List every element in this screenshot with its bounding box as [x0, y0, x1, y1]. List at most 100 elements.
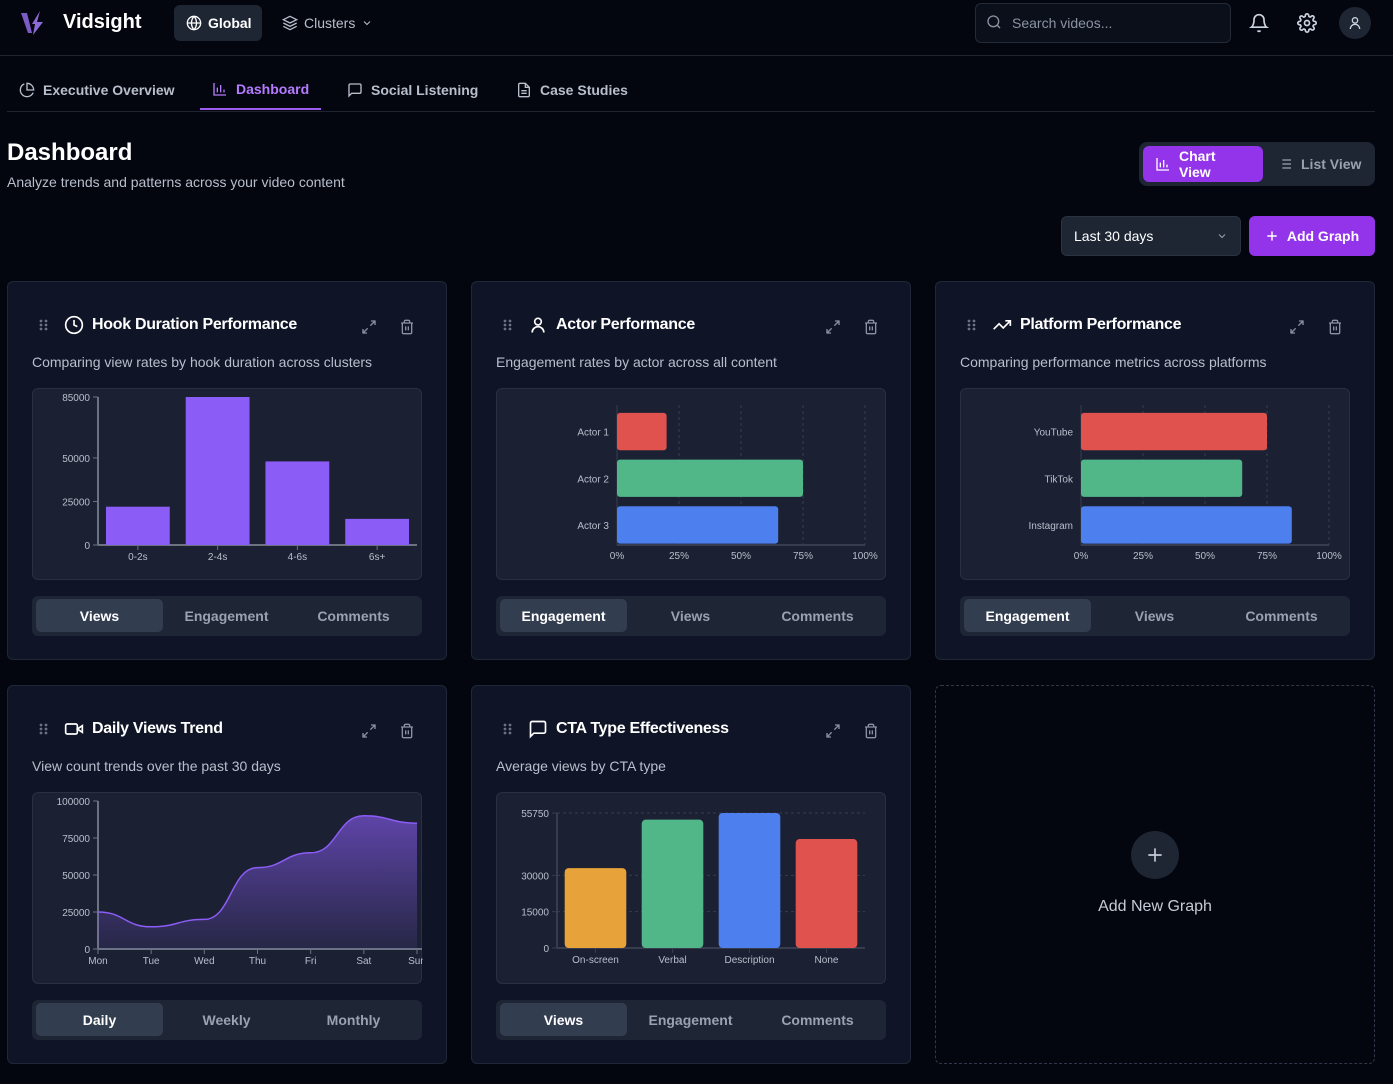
y-tick-label: 0	[543, 944, 549, 955]
x-tick-label: 25%	[669, 551, 689, 562]
metric-tab[interactable]: Engagement	[184, 607, 269, 624]
expand-icon[interactable]	[825, 723, 841, 739]
y-tick-label: Actor 1	[577, 428, 609, 439]
tab-label: Dashboard	[236, 81, 310, 97]
tab-dashboard[interactable]: Dashboard	[200, 70, 322, 110]
metric-tab[interactable]: Engagement	[648, 1011, 733, 1028]
message-square-icon	[348, 83, 362, 98]
metric-tab[interactable]: Comments	[317, 607, 390, 624]
card-description: Engagement rates by actor across all con…	[496, 354, 777, 370]
trash-icon[interactable]	[1327, 319, 1343, 335]
x-tick-label: Verbal	[658, 955, 686, 966]
metric-tab[interactable]: Monthly	[326, 1011, 381, 1028]
metric-tab[interactable]: Weekly	[202, 1011, 251, 1028]
bar	[105, 506, 170, 545]
x-tick-label: None	[815, 955, 839, 966]
metric-tab[interactable]: Views	[670, 607, 711, 624]
chevron-down-icon	[1218, 234, 1226, 239]
metric-tab[interactable]: Views	[1134, 607, 1175, 624]
user-avatar-button[interactable]	[1339, 7, 1371, 39]
chart-view-button[interactable]: Chart View	[1143, 146, 1263, 182]
drag-handle-icon[interactable]	[502, 318, 514, 332]
chart-area: 0% 25% 50% 75% 100% Actor 1 Actor 2 Actor 3	[496, 388, 886, 580]
metric-tab[interactable]: Daily	[36, 1003, 163, 1036]
graph-card: Hook Duration Performance Comparing view…	[7, 281, 447, 660]
message-square-icon	[529, 720, 547, 739]
global-scope-button[interactable]: Global	[174, 5, 262, 41]
bar	[617, 412, 667, 451]
metric-tab[interactable]: Engagement	[964, 599, 1091, 632]
date-range-value: Last 30 days	[1074, 228, 1154, 244]
x-tick-label: 4-6s	[288, 552, 307, 563]
metric-tab[interactable]: Comments	[781, 607, 854, 624]
page-title: Dashboard	[7, 139, 133, 166]
y-tick-label: 25000	[62, 908, 90, 919]
list-view-button[interactable]: List View	[1265, 146, 1373, 182]
x-tick-label: Wed	[194, 956, 214, 967]
x-tick-label: 100%	[852, 551, 878, 562]
bar	[718, 813, 781, 948]
y-tick-label: 50000	[62, 871, 90, 882]
trending-up-icon	[993, 320, 1012, 330]
x-tick-label: Sun	[408, 956, 423, 967]
x-tick-label: Tue	[143, 956, 160, 967]
x-tick-label: Thu	[249, 956, 266, 967]
y-tick-label: 50000	[62, 454, 90, 465]
drag-handle-icon[interactable]	[502, 722, 514, 736]
notifications-button[interactable]	[1247, 11, 1271, 35]
settings-button[interactable]	[1295, 11, 1319, 35]
add-graph-button[interactable]: Add Graph	[1249, 216, 1375, 256]
chart-svg: 0 15000 30000 55750 On-screen Verbal Descripti…	[521, 809, 865, 966]
x-tick-label: 75%	[1257, 551, 1277, 562]
add-new-graph-card[interactable]: Add New Graph	[935, 685, 1375, 1064]
metric-tab[interactable]: Comments	[781, 1011, 854, 1028]
metric-tab[interactable]: Engagement	[500, 599, 627, 632]
expand-icon[interactable]	[825, 319, 841, 335]
y-tick-label: 0	[84, 541, 90, 552]
tab-social-listening[interactable]: Social Listening	[347, 70, 478, 110]
y-tick-label: Instagram	[1029, 521, 1073, 532]
search-input[interactable]	[1012, 4, 1222, 42]
add-graph-label: Add Graph	[1286, 228, 1360, 244]
y-tick-label: 100000	[57, 797, 91, 808]
tab-case-studies[interactable]: Case Studies	[516, 70, 628, 110]
x-tick-label: 6s+	[369, 552, 386, 563]
card-title: Platform Performance	[1020, 316, 1182, 333]
y-tick-label: 85000	[62, 393, 90, 404]
expand-icon[interactable]	[361, 319, 377, 335]
add-new-graph-button[interactable]	[1131, 831, 1179, 879]
drag-handle-icon[interactable]	[966, 318, 978, 332]
trash-icon[interactable]	[399, 723, 415, 739]
chart-area: 0% 25% 50% 75% 100% YouTube TikTok Instagram	[960, 388, 1350, 580]
tab-executive-overview[interactable]: Executive Overview	[19, 70, 175, 110]
card-title: Hook Duration Performance	[92, 316, 297, 333]
x-tick-label: Sat	[356, 956, 371, 967]
x-tick-label: 2-4s	[208, 552, 227, 563]
metric-toggle: Engagement Views Comments	[960, 596, 1350, 636]
graph-card: CTA Type Effectiveness Average views by …	[471, 685, 911, 1064]
view-toggle: Chart View List View	[1139, 142, 1375, 186]
bell-icon	[1249, 13, 1269, 33]
metric-tab[interactable]: Views	[36, 599, 163, 632]
card-description: Average views by CTA type	[496, 758, 666, 774]
metric-tab[interactable]: Comments	[1245, 607, 1318, 624]
date-range-select[interactable]: Last 30 days	[1061, 216, 1241, 256]
metric-tab[interactable]: Views	[500, 1003, 627, 1036]
metric-toggle: Views Engagement Comments	[496, 1000, 886, 1040]
drag-handle-icon[interactable]	[38, 318, 50, 332]
y-tick-label: 55750	[521, 809, 549, 820]
trash-icon[interactable]	[399, 319, 415, 335]
tab-label: Executive Overview	[43, 82, 175, 98]
bar	[185, 397, 250, 545]
clock-icon	[64, 315, 84, 335]
bar	[641, 819, 704, 948]
trash-icon[interactable]	[863, 723, 879, 739]
graph-card: Daily Views Trend View count trends over…	[7, 685, 447, 1064]
clusters-dropdown[interactable]: Clusters	[282, 5, 373, 41]
drag-handle-icon[interactable]	[38, 722, 50, 736]
y-tick-label: 30000	[521, 871, 549, 882]
chart-svg: 0% 25% 50% 75% 100% YouTube TikTok Instagram	[1029, 405, 1342, 562]
trash-icon[interactable]	[863, 319, 879, 335]
expand-icon[interactable]	[1289, 319, 1305, 335]
expand-icon[interactable]	[361, 723, 377, 739]
